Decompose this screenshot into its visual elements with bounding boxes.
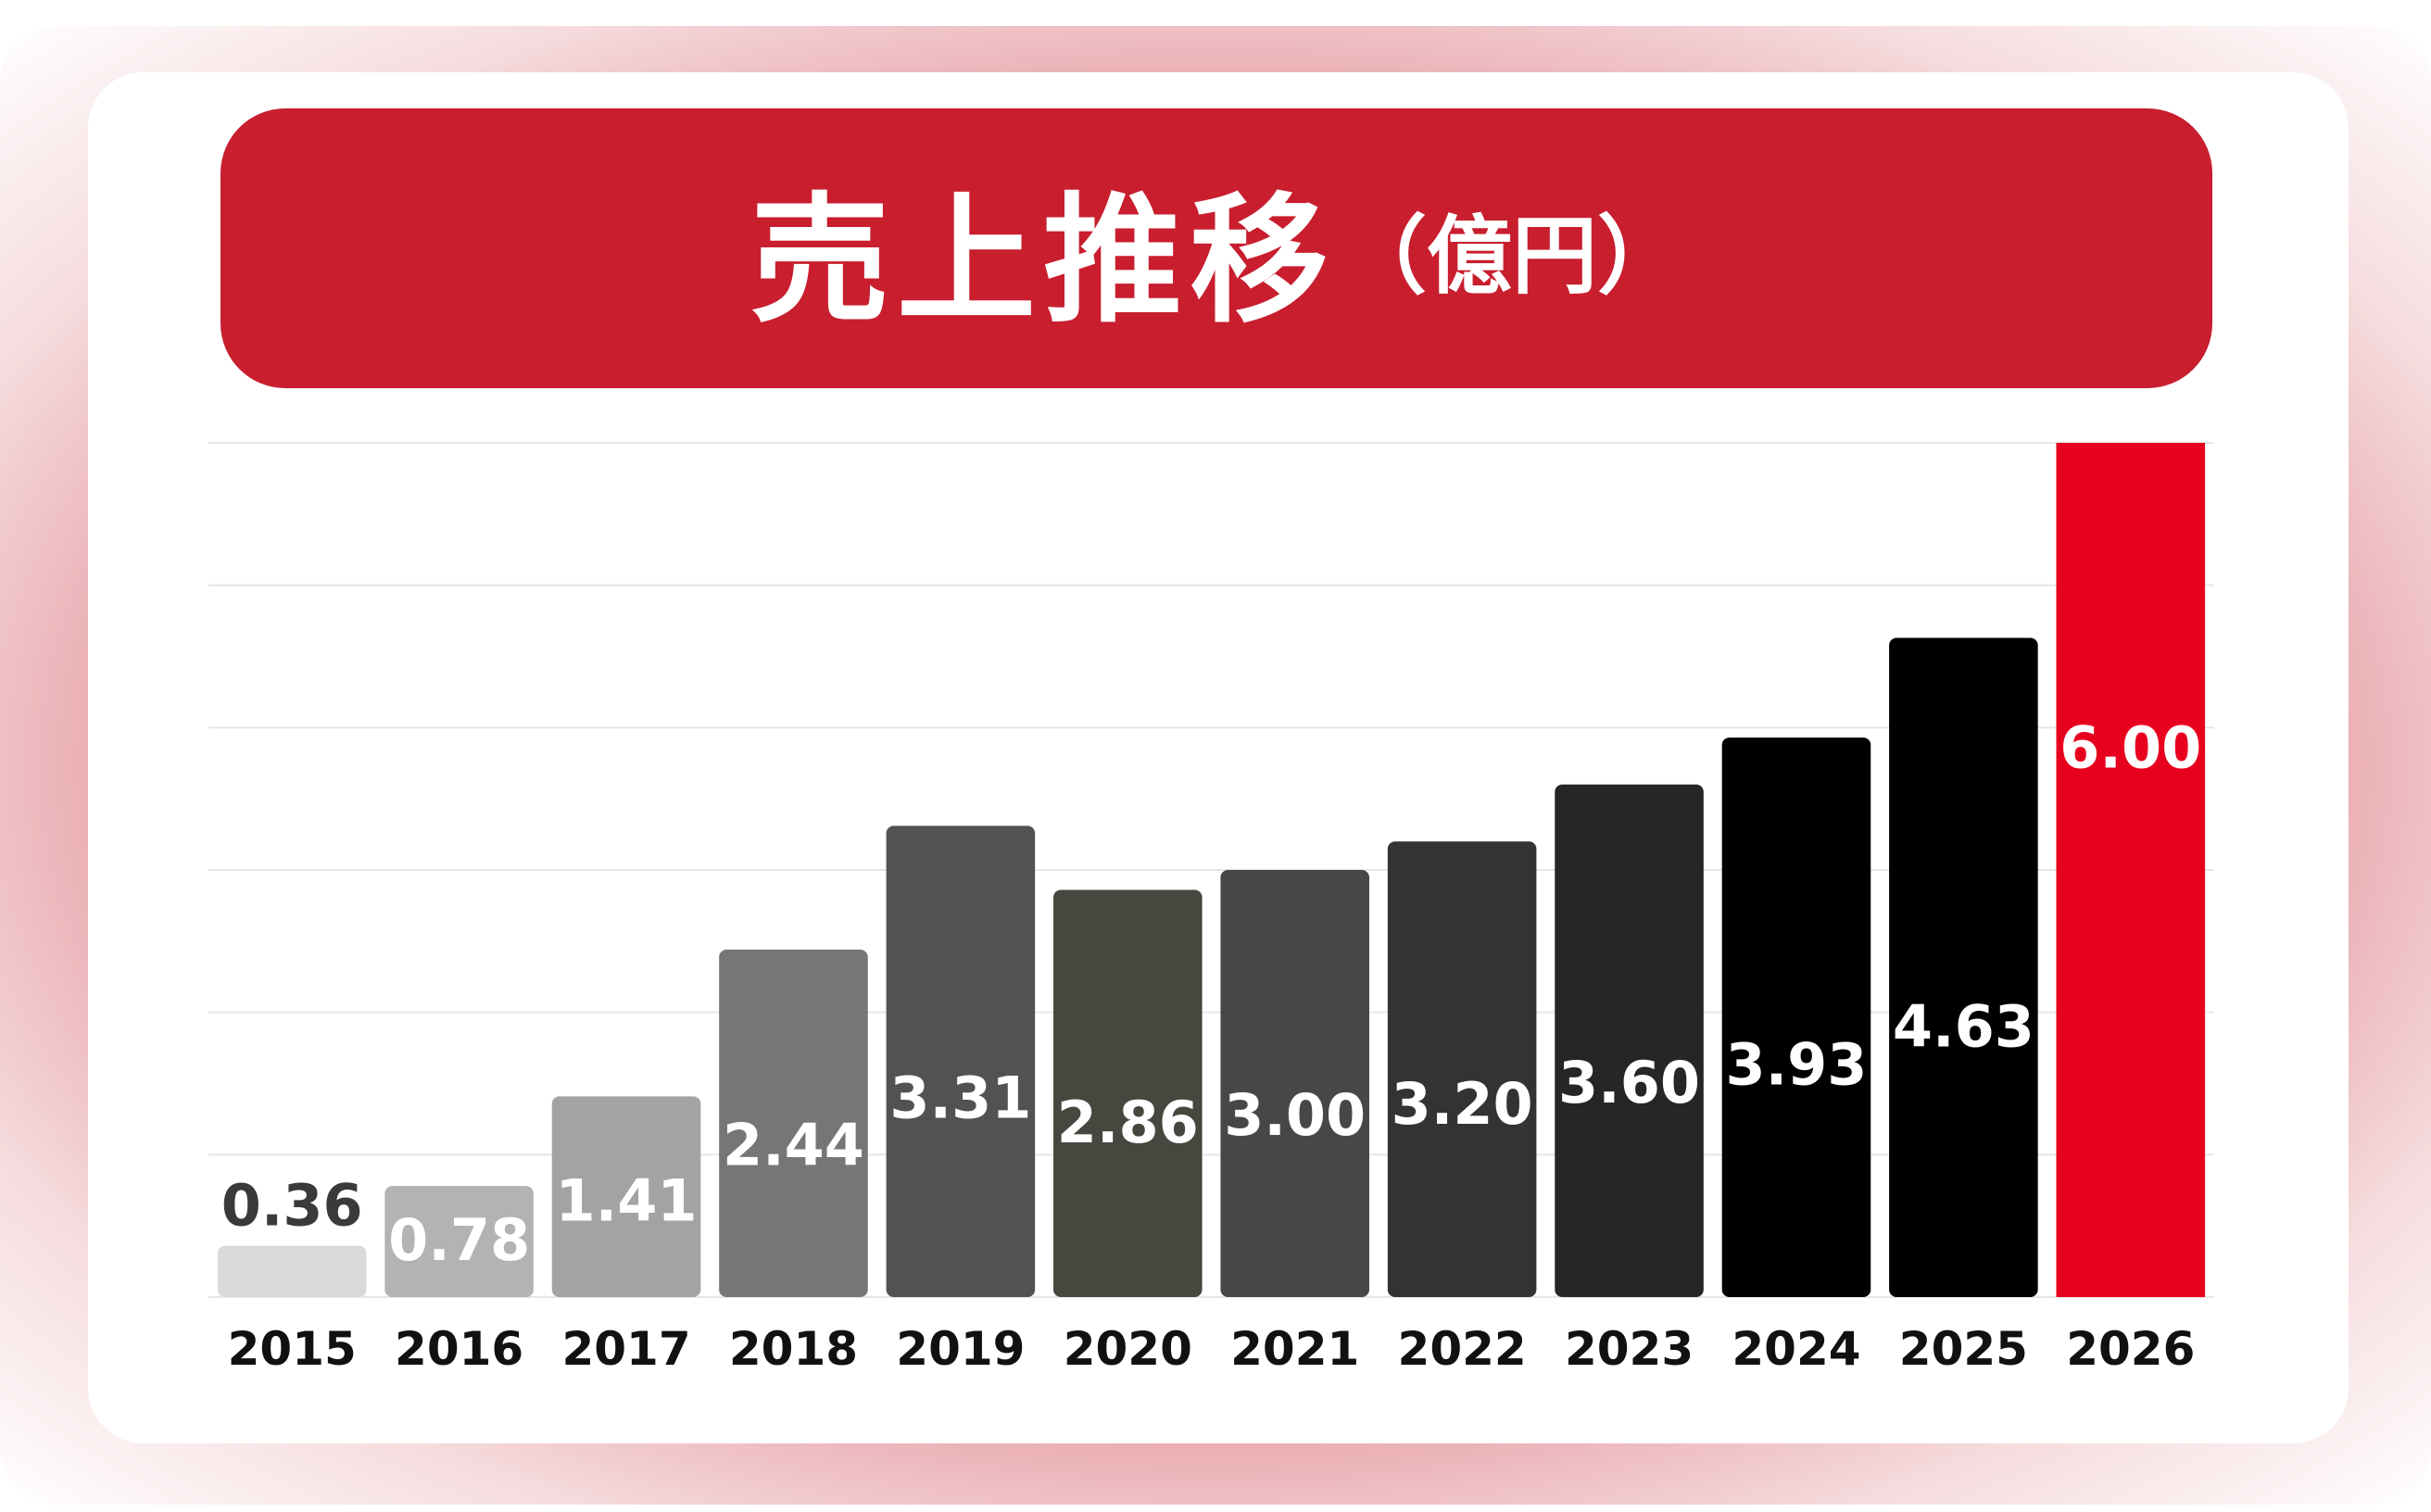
value-label-2024: 3.93 [1725,1031,1867,1099]
bar-2018 [719,950,868,1297]
bar-2015 [217,1245,367,1297]
x-tick-label-2016: 2016 [395,1322,523,1376]
value-label-2016: 0.78 [388,1206,530,1274]
bar-2021 [1220,870,1369,1297]
bar-2019 [886,825,1036,1297]
value-label-2015: 0.36 [221,1172,363,1240]
x-axis-labels: 2015 2016 2017 2018 2019 2020 2021 2022 2023 2024… [228,1322,2196,1376]
x-tick-label-2019: 2019 [896,1322,1025,1376]
value-label-2017: 1.41 [556,1167,698,1235]
chart-title: 売上推移 （億円） [220,108,2212,388]
title-banner: 売上推移 （億円） [220,108,2212,388]
value-label-2018: 2.44 [723,1112,864,1179]
bars [217,443,2206,1297]
bar-2017 [551,1096,701,1297]
x-tick-label-2024: 2024 [1732,1322,1860,1376]
value-label-2020: 2.86 [1057,1089,1199,1156]
value-label-2026: 6.00 [2059,713,2201,781]
x-tick-label-2025: 2025 [1899,1322,2028,1376]
bar-2026 [2056,443,2206,1297]
x-tick-label-2021: 2021 [1230,1322,1359,1376]
x-tick-label-2017: 2017 [561,1322,690,1376]
title-main: 売上推移 [749,180,1336,342]
bar-2023 [1555,784,1704,1297]
value-label-2019: 3.31 [889,1065,1031,1132]
x-tick-label-2026: 2026 [2066,1322,2195,1376]
bar-2024 [1721,737,1871,1297]
bar-2016 [384,1186,534,1297]
x-tick-label-2022: 2022 [1398,1322,1527,1376]
x-tick-label-2020: 2020 [1064,1322,1192,1376]
x-tick-label-2023: 2023 [1565,1322,1694,1376]
value-label-2023: 3.60 [1558,1049,1700,1116]
value-label-2021: 3.00 [1224,1081,1366,1149]
value-label-2025: 4.63 [1893,993,2034,1061]
gridlines [208,442,2214,1298]
value-label-2022: 3.20 [1392,1070,1533,1138]
x-tick-label-2015: 2015 [228,1322,357,1376]
title-unit: （億円） [1341,206,1683,306]
bar-2022 [1387,841,1537,1297]
bar-2020 [1053,889,1203,1297]
x-tick-label-2018: 2018 [729,1322,858,1376]
bar-2025 [1889,637,2038,1297]
value-labels: 0.36 0.78 1.41 2.44 3.31 2.86 3.00 3.20 3.60 3.93… [221,713,2202,1274]
